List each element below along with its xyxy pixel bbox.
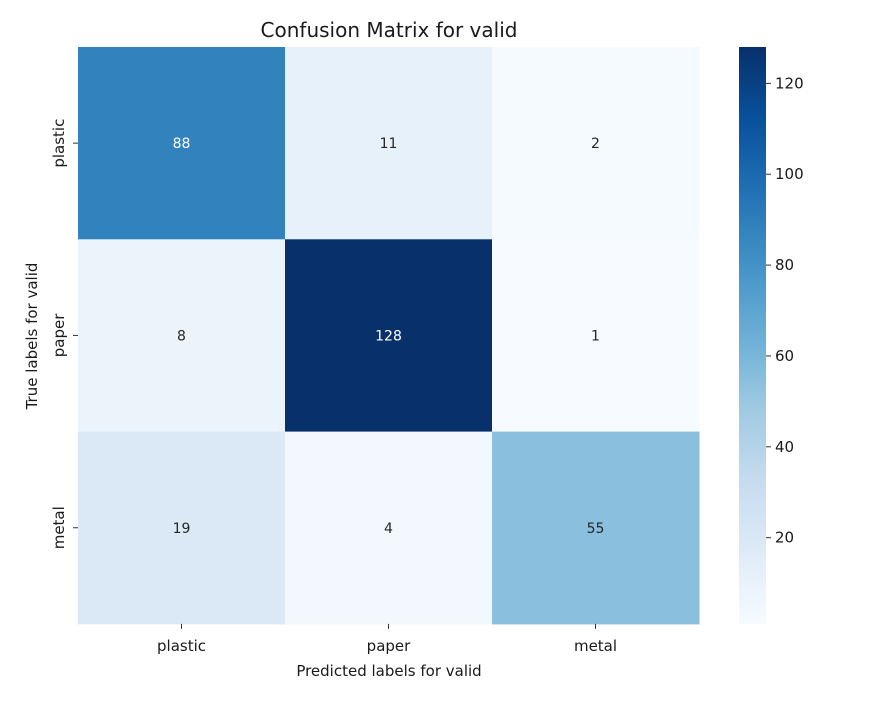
heatmap-cell bbox=[285, 47, 493, 240]
colorbar-tick-label: 40 bbox=[775, 438, 794, 456]
colorbar-gradient bbox=[739, 47, 766, 624]
heatmap-cell bbox=[285, 239, 493, 433]
colorbar-tick-label: 80 bbox=[775, 256, 794, 274]
colorbar-tick-label: 60 bbox=[775, 347, 794, 365]
heatmap-cell bbox=[78, 431, 286, 625]
heatmap-cell bbox=[78, 239, 286, 433]
heatmap-cell bbox=[492, 47, 700, 240]
heatmap-cells bbox=[78, 47, 700, 625]
x-tick-label: paper bbox=[367, 637, 411, 655]
colorbar-tick-label: 20 bbox=[775, 529, 794, 547]
heatmap-cell-value: 8 bbox=[177, 328, 186, 344]
heatmap-cell-value: 1 bbox=[591, 328, 600, 344]
heatmap-cell bbox=[492, 431, 700, 625]
colorbar-tick-label: 120 bbox=[775, 74, 804, 92]
heatmap-cell-value: 88 bbox=[173, 136, 191, 152]
y-axis-label: True labels for valid bbox=[23, 263, 41, 411]
y-axis: plastic paper metal bbox=[50, 119, 78, 549]
x-tick-label: plastic bbox=[157, 637, 206, 655]
chart-title: Confusion Matrix for valid bbox=[261, 18, 518, 42]
x-tick-label: metal bbox=[574, 637, 617, 655]
colorbar-tick-label: 100 bbox=[775, 165, 804, 183]
heatmap-cell-value: 128 bbox=[375, 328, 402, 344]
heatmap-cell bbox=[78, 47, 286, 240]
heatmap-cell-value: 11 bbox=[380, 136, 398, 152]
y-tick-label: plastic bbox=[50, 119, 68, 168]
heatmap-cell bbox=[285, 431, 493, 625]
heatmap-cell-labels: 88 11 2 8 128 1 19 4 55 bbox=[173, 136, 605, 537]
heatmap-cell-value: 4 bbox=[384, 521, 393, 537]
heatmap-cell bbox=[492, 239, 700, 433]
colorbar: 20 40 60 80 100 120 bbox=[739, 47, 804, 624]
y-tick-label: paper bbox=[50, 313, 68, 357]
y-tick-label: metal bbox=[50, 506, 68, 549]
colorbar-ticks: 20 40 60 80 100 120 bbox=[766, 74, 804, 547]
heatmap-cell-value: 19 bbox=[173, 521, 191, 537]
heatmap-cell-value: 2 bbox=[591, 136, 600, 152]
heatmap-cell-value: 55 bbox=[587, 521, 605, 537]
x-axis: plastic paper metal bbox=[157, 623, 617, 655]
x-axis-label: Predicted labels for valid bbox=[296, 662, 481, 680]
